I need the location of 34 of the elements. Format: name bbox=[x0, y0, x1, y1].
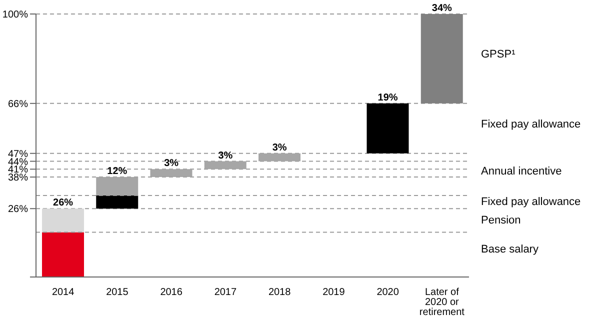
total-label: 12% bbox=[107, 166, 128, 178]
x-tick-label: 2014 bbox=[52, 287, 75, 298]
bar bbox=[258, 153, 300, 162]
x-tick-label: 2015 bbox=[106, 287, 129, 298]
bar bbox=[150, 169, 192, 178]
x-tick-label: 2020 bbox=[376, 287, 400, 298]
bar bbox=[366, 103, 409, 154]
bar bbox=[96, 195, 138, 209]
total-label: 3% bbox=[272, 142, 287, 154]
text: Base salary bbox=[481, 243, 539, 256]
total-label: 34% bbox=[432, 3, 452, 14]
x-tick-label: 2019 bbox=[322, 287, 346, 298]
x-tick-label: 2017 bbox=[214, 287, 237, 298]
x-tick-label: Later of 2020 or retirement bbox=[419, 287, 465, 317]
bar bbox=[420, 14, 463, 104]
x-tick-label: 2018 bbox=[268, 287, 292, 298]
total-label: 19% bbox=[378, 92, 398, 104]
text: Pension bbox=[481, 214, 521, 226]
bar bbox=[204, 161, 246, 170]
y-tick-label: 26% bbox=[8, 204, 28, 216]
bar bbox=[96, 177, 138, 196]
text: Annual incentive bbox=[481, 166, 562, 178]
y-tick-label: 100% bbox=[2, 10, 28, 21]
y-tick-label: 38% bbox=[8, 172, 28, 184]
text: Fixed pay allowance bbox=[481, 118, 581, 130]
bar bbox=[42, 232, 84, 277]
total-label: 26% bbox=[53, 198, 74, 209]
x-tick-label: 2016 bbox=[160, 287, 183, 298]
total-label: 3% bbox=[164, 158, 179, 170]
total-label: 3% bbox=[218, 150, 233, 162]
text: Fixed pay allowance bbox=[481, 196, 581, 208]
y-tick-label: 66% bbox=[8, 98, 28, 110]
bar bbox=[42, 208, 84, 232]
text: GPSP¹ bbox=[481, 48, 516, 61]
